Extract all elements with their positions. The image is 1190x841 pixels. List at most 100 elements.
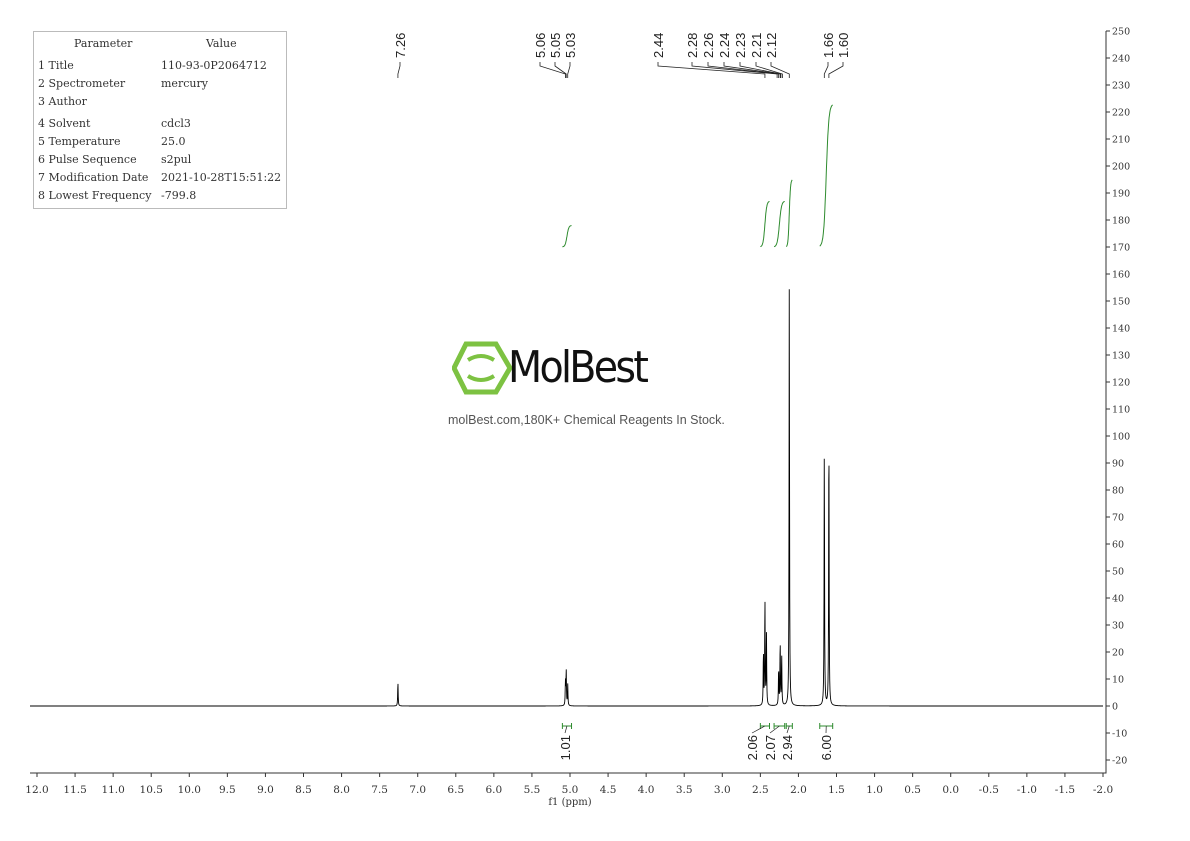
integral-curve (773, 200, 785, 248)
y-tick-label: 110 (1112, 405, 1130, 416)
parameter-value: s2pul (161, 153, 192, 166)
y-tick-label: 80 (1112, 486, 1124, 497)
y-tick-label: 30 (1112, 621, 1124, 632)
y-tick-label: -10 (1112, 729, 1127, 740)
y-tick-label: 10 (1112, 675, 1124, 686)
x-tick-label: 12.0 (25, 784, 48, 796)
integral-curve (760, 200, 770, 248)
integral-bracket (785, 723, 793, 729)
y-tick-label: 50 (1112, 567, 1124, 578)
header-parameter: Parameter (74, 37, 133, 50)
y-tick-label: 210 (1112, 135, 1130, 146)
y-tick-label: 0 (1112, 702, 1118, 713)
x-tick-label: 3.5 (676, 784, 693, 796)
y-tick-label: 40 (1112, 594, 1124, 605)
parameter-value: 25.0 (161, 135, 186, 148)
x-tick-label: 10.5 (140, 784, 163, 796)
parameter-key: 5 Temperature (38, 135, 121, 148)
x-tick-label: 8.0 (333, 784, 350, 796)
integral-bracket (561, 723, 573, 729)
peak-label: 2.44 (651, 33, 666, 58)
integral-curve (785, 179, 793, 247)
y-tick-label: 200 (1112, 162, 1130, 173)
x-tick-label: 5.0 (562, 784, 579, 796)
peak-label: 1.60 (836, 33, 851, 58)
spectrum-line (30, 289, 1103, 707)
brand-name: MolBest (508, 342, 649, 393)
peak-label: 2.26 (701, 33, 716, 58)
y-tick-label: 220 (1112, 108, 1130, 119)
x-tick-label: 9.0 (257, 784, 274, 796)
peak-label: 2.12 (764, 33, 779, 58)
parameter-key: 3 Author (38, 95, 87, 108)
x-tick-label: 0.5 (904, 784, 921, 796)
x-tick-label: 7.0 (409, 784, 426, 796)
parameter-value: mercury (161, 77, 208, 90)
x-tick-label: 6.0 (486, 784, 503, 796)
parameter-key: 7 Modification Date (38, 171, 149, 184)
y-tick-label: -20 (1112, 756, 1127, 767)
integral-label: 1.01 (558, 735, 573, 760)
x-tick-label: 8.5 (295, 784, 312, 796)
parameter-row: 4 Solvent cdcl3 (38, 117, 282, 131)
x-tick-label: 11.0 (101, 784, 124, 796)
y-tick-label: 240 (1112, 54, 1130, 65)
peak-label-connector (823, 62, 829, 78)
x-tick-label: 1.0 (866, 784, 883, 796)
y-tick-label: 100 (1112, 432, 1130, 443)
integral-label: 2.06 (745, 735, 760, 760)
x-tick-label: 4.0 (638, 784, 655, 796)
peak-label-connector (739, 62, 782, 78)
x-tick-label: 2.5 (752, 784, 769, 796)
parameter-table: Parameter Value 1 Title 110-93-0P2064712 2… (33, 31, 287, 209)
header-value: Value (206, 37, 237, 50)
peak-label-connector (723, 62, 781, 78)
peak-label-connector (554, 62, 567, 78)
parameter-row: 6 Pulse Sequence s2pul (38, 153, 282, 167)
y-tick-label: 70 (1112, 513, 1124, 524)
parameter-key: 6 Pulse Sequence (38, 153, 137, 166)
integral-connector (786, 725, 790, 734)
x-tick-label: 0.0 (942, 784, 959, 796)
x-tick-label: -1.0 (1017, 784, 1037, 796)
peak-label: 7.26 (393, 33, 408, 58)
x-tick-label: -0.5 (979, 784, 999, 796)
peak-label-connector (755, 62, 783, 78)
y-tick-label: 60 (1112, 540, 1124, 551)
peak-label: 5.03 (563, 33, 578, 58)
x-tick-label: 2.0 (790, 784, 807, 796)
y-tick-label: 20 (1112, 648, 1124, 659)
x-tick-label: 1.5 (828, 784, 845, 796)
integral-bracket (819, 723, 834, 729)
parameter-row: 2 Spectrometer mercury (38, 77, 282, 91)
parameter-row: 3 Author (38, 95, 282, 109)
y-tick-label: 230 (1112, 81, 1130, 92)
y-tick-label: 170 (1112, 243, 1130, 254)
peak-label-connector (567, 62, 571, 78)
x-axis-label: f1 (ppm) (548, 797, 591, 808)
x-tick-label: 4.5 (600, 784, 617, 796)
parameter-key: 2 Spectrometer (38, 77, 126, 90)
integral-bracket (773, 723, 786, 729)
x-tick-label: 10.0 (178, 784, 201, 796)
table-header: Parameter Value (38, 37, 282, 51)
integral-label: 2.94 (780, 735, 795, 760)
integral-curve (819, 104, 833, 247)
benzene-logo-icon (452, 341, 512, 395)
x-tick-label: 5.5 (524, 784, 541, 796)
peak-label: 2.24 (717, 33, 732, 58)
y-tick-label: 150 (1112, 297, 1130, 308)
peak-label-connector (770, 62, 790, 78)
peak-label: 2.28 (685, 33, 700, 58)
peak-label-connector (539, 62, 566, 78)
parameter-row: 5 Temperature 25.0 (38, 135, 282, 149)
x-tick-label: 11.5 (63, 784, 86, 796)
x-tick-label: 7.5 (371, 784, 388, 796)
integral-label: 2.07 (763, 735, 778, 760)
integral-connector (564, 725, 568, 734)
parameter-value: 110-93-0P2064712 (161, 59, 267, 72)
peak-label-connector (828, 62, 844, 78)
peak-label-connector (707, 62, 780, 78)
peak-label-connector (397, 62, 401, 78)
parameter-row: 7 Modification Date 2021-10-28T15:51:22 (38, 171, 282, 185)
